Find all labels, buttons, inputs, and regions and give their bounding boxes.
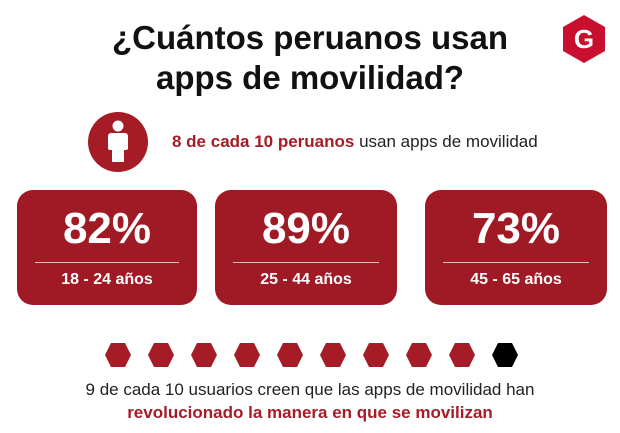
page-title: ¿Cuántos peruanos usan apps de movilidad… (60, 18, 560, 98)
title-line-2: apps de movilidad? (155, 59, 465, 96)
card-age-range: 45 - 65 años (470, 271, 562, 288)
person-badge (88, 112, 148, 172)
title-line-1: ¿Cuántos peruanos usan (111, 19, 509, 56)
card-divider (443, 262, 589, 263)
hex-filled-icon (449, 343, 475, 367)
footer-text: 9 de cada 10 usuarios creen que las apps… (20, 378, 600, 424)
footer-line-1: 9 de cada 10 usuarios creen que las apps… (85, 380, 535, 399)
hex-filled-icon (191, 343, 217, 367)
hex-filled-icon (105, 343, 131, 367)
hex-filled-icon (363, 343, 389, 367)
svg-text:G: G (574, 24, 594, 54)
stat-row: 8 de cada 10 peruanos usan apps de movil… (88, 112, 588, 172)
g-logo-icon: G (563, 15, 605, 63)
card-divider (233, 262, 379, 263)
card-percent: 89% (261, 204, 351, 253)
stat-highlight: 8 de cada 10 peruanos (172, 132, 355, 151)
age-card-3: 73% 45 - 65 años (425, 190, 607, 305)
card-percent: 73% (471, 204, 561, 253)
age-cards: 82% 18 - 24 años 89% 25 - 44 años 73% 45… (17, 190, 607, 305)
card-age-range: 25 - 44 años (260, 271, 352, 288)
hex-filled-icon (148, 343, 174, 367)
hex-indicator (104, 342, 524, 370)
card-percent: 82% (62, 204, 152, 253)
stat-rest: usan apps de movilidad (354, 132, 538, 151)
footer-line-2: revolucionado la manera en que se movili… (127, 403, 493, 422)
person-icon (108, 120, 128, 162)
hex-filled-icon (406, 343, 432, 367)
card-divider (35, 262, 179, 263)
stat-text: 8 de cada 10 peruanos usan apps de movil… (172, 132, 538, 152)
card-age-range: 18 - 24 años (61, 271, 153, 288)
age-card-1: 82% 18 - 24 años (17, 190, 197, 305)
age-card-2: 89% 25 - 44 años (215, 190, 397, 305)
hex-filled-icon (234, 343, 260, 367)
hex-empty-icon (492, 343, 518, 367)
hex-filled-icon (277, 343, 303, 367)
hex-filled-icon (320, 343, 346, 367)
